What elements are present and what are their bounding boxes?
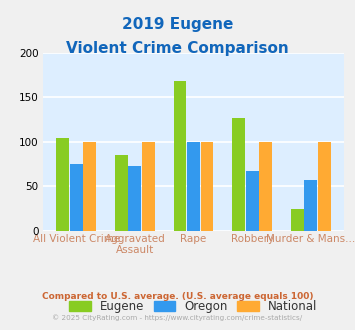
Text: © 2025 CityRating.com - https://www.cityrating.com/crime-statistics/: © 2025 CityRating.com - https://www.city… (53, 314, 302, 321)
Bar (174, 81, 186, 231)
Bar (232, 118, 245, 231)
Text: Compared to U.S. average. (U.S. average equals 100): Compared to U.S. average. (U.S. average … (42, 292, 313, 301)
Bar (70, 164, 83, 231)
Bar (304, 180, 317, 231)
Bar (201, 142, 213, 231)
Legend: Eugene, Oregon, National: Eugene, Oregon, National (65, 295, 322, 318)
Bar (259, 142, 272, 231)
Bar (56, 138, 69, 231)
Bar (129, 166, 141, 231)
Bar (246, 171, 258, 231)
Bar (83, 142, 96, 231)
Text: 2019 Eugene: 2019 Eugene (122, 16, 233, 31)
Bar (187, 142, 200, 231)
Bar (142, 142, 155, 231)
Text: Violent Crime Comparison: Violent Crime Comparison (66, 41, 289, 56)
Bar (115, 155, 128, 231)
Bar (291, 209, 304, 231)
Bar (318, 142, 331, 231)
